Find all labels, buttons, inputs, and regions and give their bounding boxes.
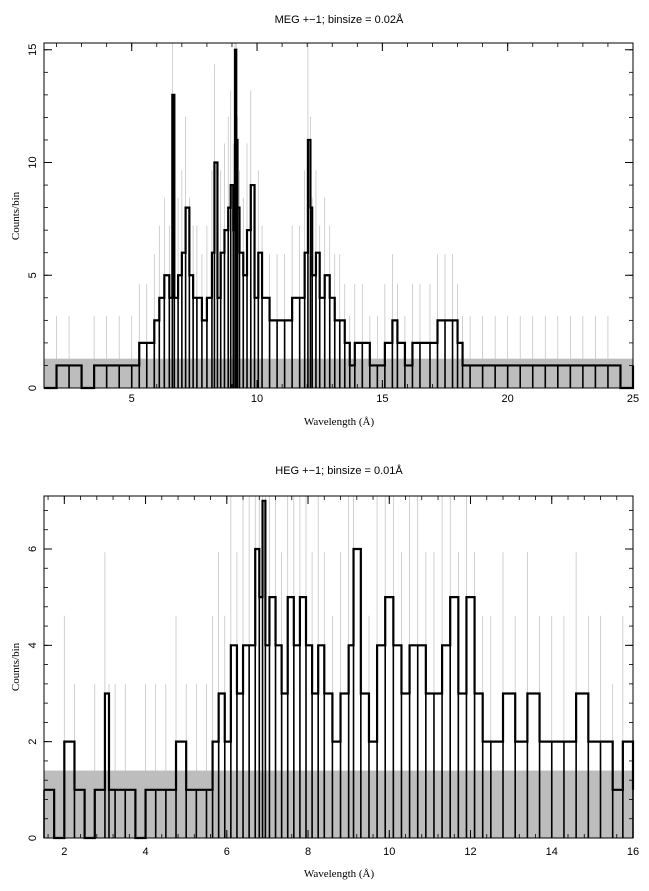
x-tick-label: 5 <box>129 393 135 405</box>
x-tick-label: 14 <box>546 846 558 858</box>
y-tick-label: 4 <box>27 642 39 648</box>
chart-title: MEG +−1; binsize = 0.02Å <box>275 13 404 26</box>
x-tick-label: 15 <box>376 393 388 405</box>
y-tick-label: 15 <box>27 44 39 56</box>
background-band <box>44 770 633 838</box>
y-tick-label: 5 <box>27 272 39 278</box>
heg-spectrum-panel: HEG +−1; binsize = 0.01Å 2 4 6 8 10 12 14 16 0 2 4… <box>10 464 639 880</box>
plot-area: 5 10 15 20 25 0 5 10 15 <box>27 43 639 405</box>
counts-series-line <box>44 499 635 840</box>
plot-area: 2 4 6 8 10 12 14 16 0 2 4 6 <box>27 496 639 858</box>
x-tick-label: 12 <box>464 846 476 858</box>
x-tick-label: 10 <box>251 393 263 405</box>
y-axis-label: Counts/bin <box>10 642 22 691</box>
y-tick-label: 0 <box>27 835 39 841</box>
y-tick-label: 6 <box>27 546 39 552</box>
background-band <box>44 358 633 388</box>
x-tick-label: 16 <box>627 846 639 858</box>
plot-frame <box>43 495 634 839</box>
x-tick-label: 2 <box>61 846 67 858</box>
x-tick-label: 10 <box>383 846 395 858</box>
x-tick-label: 6 <box>224 846 230 858</box>
x-axis-label: Wavelength (Å) <box>304 416 375 428</box>
y-axis-label: Counts/bin <box>10 191 22 240</box>
y-tick-label: 0 <box>27 385 39 391</box>
y-tick-label: 10 <box>27 156 39 168</box>
counts-series-line <box>44 48 635 390</box>
x-tick-label: 8 <box>305 846 311 858</box>
chart-title: HEG +−1; binsize = 0.01Å <box>275 464 403 477</box>
y-tick-label: 2 <box>27 739 39 745</box>
meg-spectrum-panel: MEG +−1; binsize = 0.02Å 5 10 15 20 25 0 5 10 15… <box>10 13 639 428</box>
x-tick-label: 25 <box>627 393 639 405</box>
x-axis-label: Wavelength (Å) <box>304 868 375 880</box>
plot-frame <box>43 42 634 389</box>
x-tick-label: 20 <box>502 393 514 405</box>
x-tick-label: 4 <box>142 846 148 858</box>
